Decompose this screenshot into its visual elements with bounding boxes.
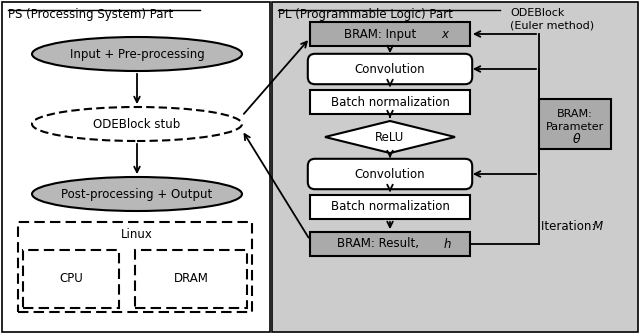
Text: h: h	[444, 237, 451, 250]
Text: PL (Programmable Logic) Part: PL (Programmable Logic) Part	[278, 8, 453, 21]
Text: PS (Processing System) Part: PS (Processing System) Part	[8, 8, 173, 21]
Polygon shape	[325, 121, 455, 153]
Text: Batch normalization: Batch normalization	[331, 96, 449, 109]
Text: Input + Pre-processing: Input + Pre-processing	[70, 47, 204, 60]
FancyBboxPatch shape	[2, 2, 270, 332]
Text: Parameter: Parameter	[546, 122, 604, 132]
Text: Linux: Linux	[121, 227, 153, 240]
Text: BRAM: Input: BRAM: Input	[344, 27, 420, 40]
FancyBboxPatch shape	[310, 22, 470, 46]
Ellipse shape	[32, 37, 242, 71]
FancyBboxPatch shape	[135, 250, 247, 308]
FancyBboxPatch shape	[310, 195, 470, 219]
FancyBboxPatch shape	[308, 54, 472, 84]
Text: ODEBlock stub: ODEBlock stub	[93, 118, 180, 131]
Text: ReLU: ReLU	[376, 131, 404, 144]
Text: Convolution: Convolution	[355, 167, 426, 180]
FancyBboxPatch shape	[310, 232, 470, 256]
Text: BRAM: Result,: BRAM: Result,	[337, 237, 423, 250]
Text: x: x	[442, 27, 449, 40]
Text: CPU: CPU	[59, 273, 83, 286]
FancyBboxPatch shape	[310, 90, 470, 114]
Text: BRAM:: BRAM:	[557, 109, 593, 119]
Text: θ: θ	[573, 133, 581, 146]
Text: Iteration:: Iteration:	[541, 219, 599, 232]
Text: (Euler method): (Euler method)	[510, 20, 594, 30]
FancyBboxPatch shape	[308, 159, 472, 189]
Text: Convolution: Convolution	[355, 62, 426, 75]
Text: ODEBlock: ODEBlock	[510, 8, 564, 18]
Text: DRAM: DRAM	[173, 273, 209, 286]
FancyBboxPatch shape	[272, 2, 638, 332]
Ellipse shape	[32, 107, 242, 141]
Text: M: M	[593, 219, 603, 232]
FancyBboxPatch shape	[18, 222, 252, 312]
Text: Post-processing + Output: Post-processing + Output	[61, 187, 212, 200]
Ellipse shape	[32, 177, 242, 211]
Text: Batch normalization: Batch normalization	[331, 200, 449, 213]
FancyBboxPatch shape	[539, 99, 611, 149]
FancyBboxPatch shape	[23, 250, 119, 308]
